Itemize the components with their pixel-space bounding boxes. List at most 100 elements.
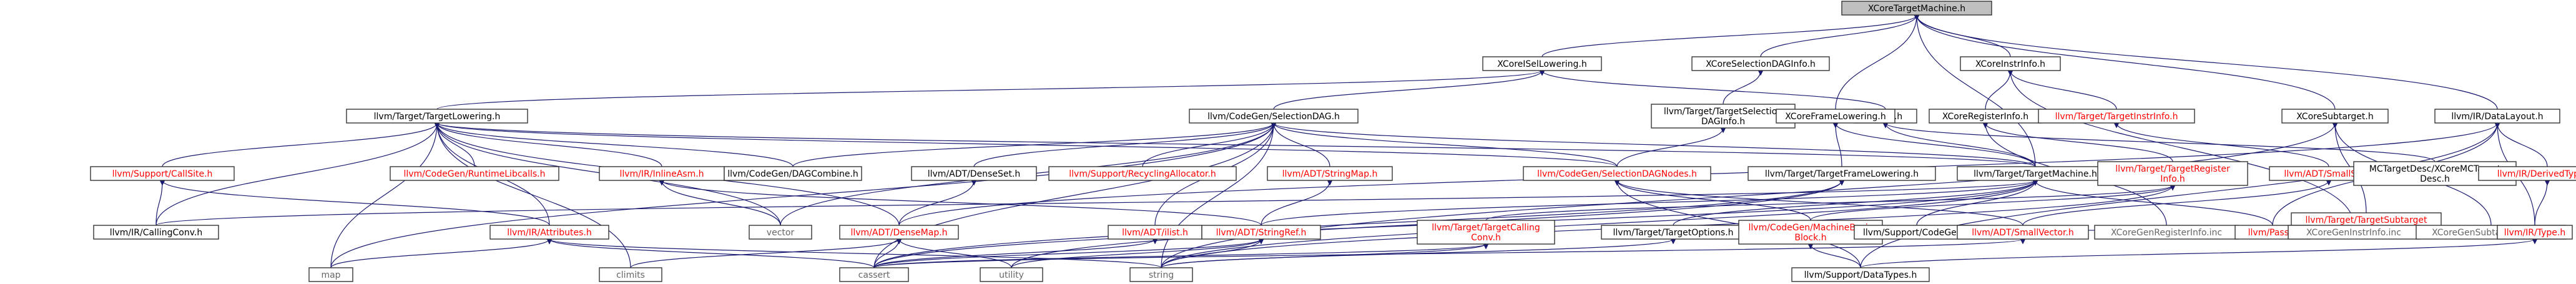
node-string-label-0: string (1149, 270, 1174, 280)
node-inlineasm[interactable]: llvm/IR/InlineAsm.h (599, 166, 725, 181)
node-string[interactable]: string (1129, 267, 1193, 282)
node-map[interactable]: map (308, 267, 353, 282)
edge-densemap-to-climits (630, 238, 902, 268)
node-instrinfoinc-label-0: XCoreGenInstrInfo.inc (2306, 228, 2401, 238)
node-stringref[interactable]: llvm/ADT/StringRef.h (1201, 225, 1321, 240)
node-climits[interactable]: climits (599, 267, 662, 282)
node-vector[interactable]: vector (749, 225, 812, 240)
node-tlowering[interactable]: llvm/Target/TargetLowering.h (346, 109, 528, 124)
node-tsubtargetinfo-label-0: llvm/Target/TargetSubtarget (2306, 215, 2427, 225)
node-instrinfoinc[interactable]: XCoreGenInstrInfo.inc (2288, 225, 2420, 240)
node-tcallingconv-box (1417, 220, 1555, 245)
node-smallvector[interactable]: llvm/ADT/SmallVector.h (1957, 225, 2089, 240)
node-seldaginfo[interactable]: XCoreSelectionDAGInfo.h (1691, 56, 1830, 71)
edge-tmachine-to-string (1161, 180, 2038, 268)
node-smallset-label-0: llvm/ADT/SmallSet.h (2284, 169, 2373, 179)
node-tmachine[interactable]: llvm/Target/TargetMachine.h (1957, 166, 2114, 181)
edge-tlowering-to-dagcombine (434, 122, 794, 167)
node-datalayout[interactable]: llvm/IR/DataLayout.h (2434, 109, 2560, 124)
node-mcdesc-label-1: Desc.h (2420, 174, 2450, 184)
node-irtype-box (2497, 225, 2573, 240)
node-ilist[interactable]: llvm/ADT/ilist.h (1108, 225, 1202, 240)
node-stringref-box (1201, 225, 1321, 240)
node-attributes[interactable]: llvm/IR/Attributes.h (489, 225, 609, 240)
node-callingconv-box (93, 225, 219, 240)
node-runtimelibcalls[interactable]: llvm/CodeGen/RuntimeLibcalls.h (390, 166, 559, 181)
node-tseldaginfo-box (1651, 104, 1796, 129)
node-smallvector-box (1957, 225, 2089, 240)
edge-toptions-to-string (1161, 238, 1676, 268)
edge-smallset-to-smallvector (2022, 180, 2332, 226)
nodes-layer: XCoreTargetMachine.h XCoreISelLowering.h X… (90, 1, 2576, 282)
edge-root-to-subtarget (1914, 14, 2336, 110)
node-denseset-label-0: llvm/ADT/DenseSet.h (928, 169, 1021, 179)
node-isel[interactable]: XCoreISelLowering.h (1482, 56, 1602, 71)
node-tinstrinfo[interactable]: llvm/Target/TargetInstrInfo.h (2038, 109, 2195, 124)
node-seldag[interactable]: llvm/CodeGen/SelectionDAG.h (1189, 109, 1359, 124)
node-reginfoinc[interactable]: XCoreGenRegisterInfo.inc (2094, 225, 2239, 240)
edge-seldag-to-denseset (973, 122, 1277, 167)
node-datatypes[interactable]: llvm/Support/DataTypes.h (1791, 267, 1930, 282)
edge-subtarget-to-string (1161, 122, 2338, 268)
node-seldagnodes[interactable]: llvm/CodeGen/SelectionDAGNodes.h (1523, 166, 1711, 181)
edge-xcoreh-to-mcdesc (1882, 122, 2436, 162)
edge-tregisterinfo-to-mbb (1810, 185, 2176, 221)
edge-isel-to-seldag (1273, 70, 1545, 110)
edge-inlineasm-to-vector (659, 180, 781, 226)
node-tregisterinfo-label-1: Info.h (2160, 174, 2185, 184)
edge-tinstrinfo-to-smallset (2113, 122, 2329, 167)
node-runtimelibcalls-label-0: llvm/CodeGen/RuntimeLibcalls.h (403, 169, 545, 179)
edge-tmachine-to-stringref (1261, 180, 2038, 226)
node-recycling-label-0: llvm/Support/RecyclingAllocator.h (1069, 169, 1216, 179)
node-densemap[interactable]: llvm/ADT/DenseMap.h (839, 225, 959, 240)
node-seldaginfo-label-0: XCoreSelectionDAGInfo.h (1706, 59, 1816, 69)
node-subtarget[interactable]: XCoreSubtarget.h (2281, 109, 2389, 124)
node-instrinfo-box (1960, 56, 2061, 71)
edge-tmachine-to-toptions (1673, 180, 2038, 226)
node-cassert[interactable]: cassert (839, 267, 909, 282)
node-dagcombine[interactable]: llvm/CodeGen/DAGCombine.h (724, 166, 862, 181)
node-toptions[interactable]: llvm/Target/TargetOptions.h (1601, 225, 1746, 240)
node-callingconv[interactable]: llvm/IR/CallingConv.h (93, 225, 219, 240)
edge-instrinfo-to-tinstrinfo (2007, 70, 2117, 110)
edge-root-to-isel (1541, 14, 1920, 57)
edge-tlowering-to-runtimelibcalls (434, 122, 475, 167)
node-smallvector-label-0: llvm/ADT/SmallVector.h (1972, 228, 2074, 238)
node-cassert-label-0: cassert (858, 270, 890, 280)
node-frame-box (1776, 109, 1895, 124)
node-mcdesc-label-0: MCTargetDesc/XCoreMCTarget (2369, 164, 2501, 174)
node-tframelowering[interactable]: llvm/Target/TargetFrameLowering.h (1748, 166, 1936, 181)
node-derivedtypes[interactable]: llvm/IR/DerivedTypes.h (2478, 166, 2576, 181)
node-callsite[interactable]: llvm/Support/CallSite.h (90, 166, 235, 181)
edge-isel-to-xcoreh (1539, 70, 1886, 110)
node-irtype[interactable]: llvm/IR/Type.h (2497, 225, 2573, 240)
node-denseset[interactable]: llvm/ADT/DenseSet.h (911, 166, 1037, 181)
edge-tlowering-to-map (330, 122, 440, 268)
edge-tmachine-to-pass (2032, 180, 2273, 226)
node-reginfo[interactable]: XCoreRegisterInfo.h (1929, 109, 2042, 124)
node-seldagnodes-label-0: llvm/CodeGen/SelectionDAGNodes.h (1537, 169, 1697, 179)
node-tsubtargetinfo[interactable]: llvm/Target/TargetSubtargetInfo.h (2291, 212, 2442, 237)
node-instrinfo[interactable]: XCoreInstrInfo.h (1960, 56, 2061, 71)
node-utility-label-0: utility (999, 270, 1024, 280)
node-mbb-label-1: Block.h (1794, 233, 1826, 243)
edge-tcallingconv-to-cassert (873, 243, 1489, 268)
edges-layer (155, 14, 2550, 268)
node-densemap-label-0: llvm/ADT/DenseMap.h (850, 228, 947, 238)
node-utility[interactable]: utility (980, 267, 1043, 282)
edge-xcoreh-to-tmachine (1882, 122, 2036, 167)
edge-attributes-to-map (330, 238, 553, 268)
node-frame[interactable]: XCoreFrameLowering.h (1776, 109, 1895, 124)
node-recycling[interactable]: llvm/Support/RecyclingAllocator.h (1048, 166, 1237, 181)
node-tinstrinfo-label-0: llvm/Target/TargetInstrInfo.h (2055, 112, 2178, 122)
edge-callsite-to-attributes (159, 180, 550, 226)
node-runtimelibcalls-box (390, 166, 559, 181)
edge-stringmap-to-stringref (1261, 180, 1333, 226)
node-stringmap[interactable]: llvm/ADT/StringMap.h (1267, 166, 1393, 181)
node-dagcombine-label-0: llvm/CodeGen/DAGCombine.h (727, 169, 858, 179)
edge-reginfo-to-tregisterinfo (1982, 122, 2173, 162)
edge-attributes-to-string (546, 238, 1162, 268)
